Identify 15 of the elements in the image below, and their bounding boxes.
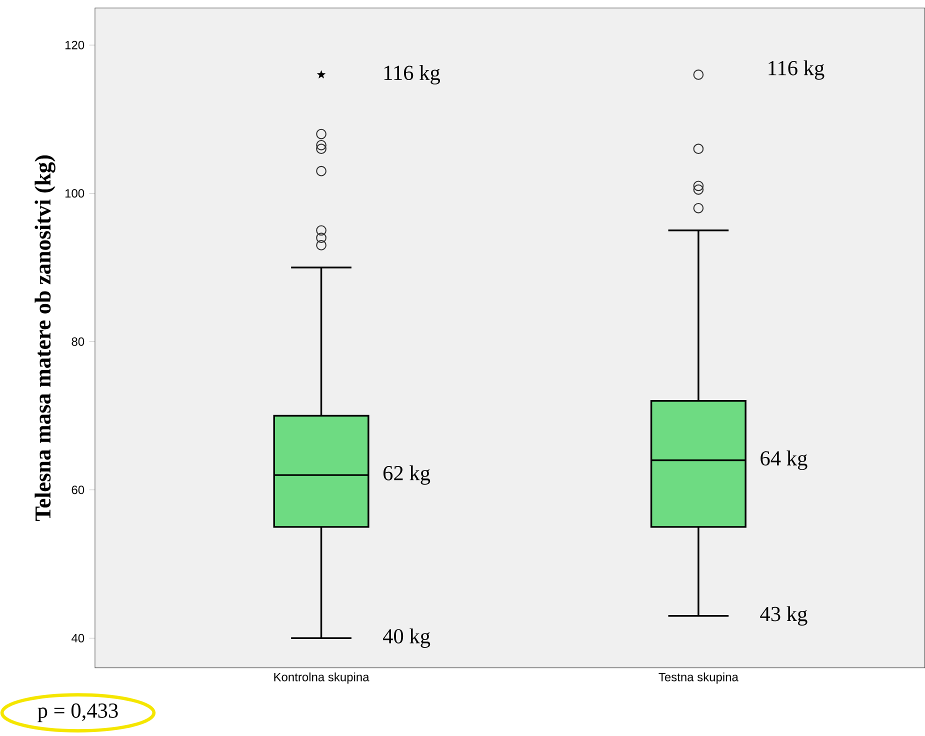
y-axis-title: Telesna masa matere ob zanositvi (kg) <box>34 156 56 522</box>
text: p = 0,433 <box>38 704 118 722</box>
annotation: 62 kg <box>383 465 430 485</box>
y-tick-label: 120 <box>65 40 84 50</box>
annotation: 116 kg <box>384 65 440 85</box>
annotation: 116 kg <box>768 60 824 80</box>
y-tick-label: 100 <box>65 189 84 198</box>
y-tick-label: 80 <box>72 337 84 346</box>
annotation: 64 kg <box>760 450 808 470</box>
y-tick-label: 40 <box>72 634 84 643</box>
x-tick-label: Kontrolna skupina <box>274 672 370 684</box>
annotation: 43 kg <box>760 606 808 626</box>
x-tick-label: Testna skupina <box>658 672 738 684</box>
y-tick-label: 60 <box>72 486 84 494</box>
annotation: 40 kg <box>382 628 430 648</box>
